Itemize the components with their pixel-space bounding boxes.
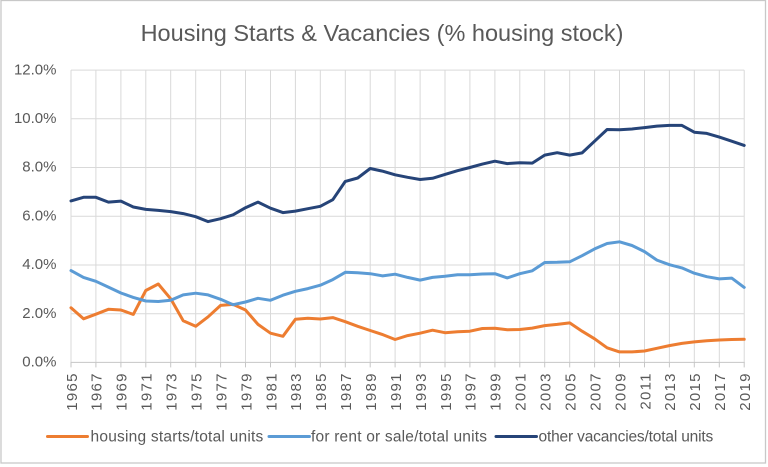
svg-text:1985: 1985 xyxy=(313,372,330,411)
svg-text:1969: 1969 xyxy=(114,372,131,411)
svg-text:1977: 1977 xyxy=(213,372,230,411)
svg-text:1995: 1995 xyxy=(438,372,455,411)
svg-text:1983: 1983 xyxy=(288,372,305,411)
svg-text:2013: 2013 xyxy=(662,372,679,411)
svg-text:1965: 1965 xyxy=(64,372,81,411)
svg-text:1979: 1979 xyxy=(238,372,255,411)
svg-text:2019: 2019 xyxy=(737,372,754,411)
svg-text:2011: 2011 xyxy=(637,372,654,409)
svg-text:housing starts/total units: housing starts/total units xyxy=(91,429,264,446)
svg-text:1991: 1991 xyxy=(388,372,405,411)
svg-text:1967: 1967 xyxy=(89,372,106,411)
svg-text:for rent or sale/total units: for rent or sale/total units xyxy=(311,429,487,446)
svg-text:1981: 1981 xyxy=(263,372,280,411)
svg-text:2017: 2017 xyxy=(712,372,729,411)
svg-text:1989: 1989 xyxy=(363,372,380,411)
svg-text:1993: 1993 xyxy=(413,372,430,411)
svg-text:1999: 1999 xyxy=(488,372,505,411)
svg-text:8.0%: 8.0% xyxy=(22,159,56,176)
svg-text:2015: 2015 xyxy=(687,372,704,411)
svg-text:1973: 1973 xyxy=(164,372,181,411)
svg-text:2.0%: 2.0% xyxy=(22,305,56,322)
svg-text:1971: 1971 xyxy=(139,372,156,411)
svg-text:0.0%: 0.0% xyxy=(22,354,56,371)
svg-text:10.0%: 10.0% xyxy=(14,110,57,127)
svg-text:Housing Starts & Vacancies (%: Housing Starts & Vacancies (% housing st… xyxy=(141,20,624,46)
svg-text:12.0%: 12.0% xyxy=(14,61,57,78)
svg-text:2003: 2003 xyxy=(538,372,555,411)
svg-text:2001: 2001 xyxy=(513,372,530,411)
svg-text:2009: 2009 xyxy=(612,372,629,411)
svg-text:other vacancies/total units: other vacancies/total units xyxy=(539,429,714,446)
svg-text:1997: 1997 xyxy=(463,372,480,411)
svg-text:6.0%: 6.0% xyxy=(22,207,56,224)
svg-text:4.0%: 4.0% xyxy=(22,256,56,273)
svg-text:2007: 2007 xyxy=(587,372,604,411)
svg-text:1975: 1975 xyxy=(189,372,206,411)
svg-text:2005: 2005 xyxy=(563,372,580,411)
svg-text:1987: 1987 xyxy=(338,372,355,411)
